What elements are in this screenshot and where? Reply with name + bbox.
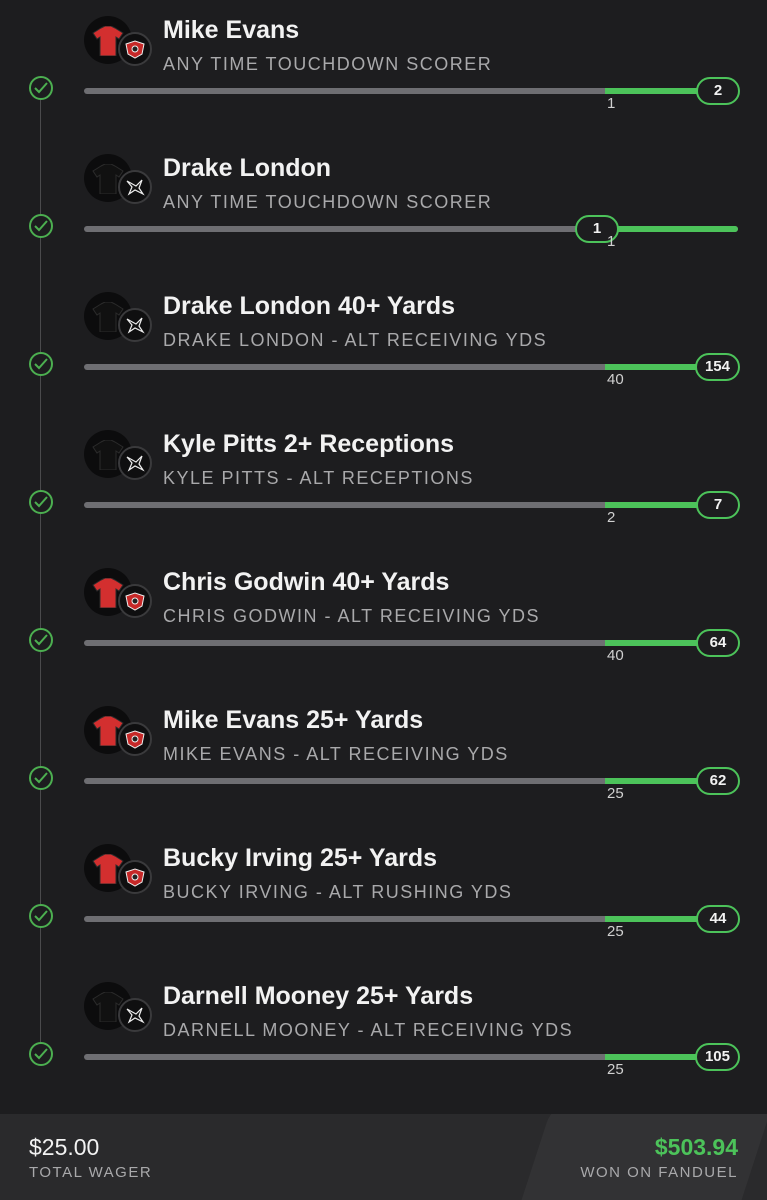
result-badge: 62: [696, 767, 740, 795]
check-icon: [29, 628, 53, 652]
leg-subtitle: ANY TIME TOUCHDOWN SCORER: [163, 54, 493, 74]
result-badge: 2: [696, 77, 740, 105]
leg-title: Kyle Pitts 2+ Receptions: [163, 430, 455, 458]
player-avatar: [84, 16, 154, 68]
player-avatar: [84, 568, 154, 620]
target-value: 2: [607, 509, 616, 526]
leg-subtitle: ANY TIME TOUCHDOWN SCORER: [163, 192, 493, 212]
result-badge: 1: [575, 215, 619, 243]
leg-title: Chris Godwin 40+ Yards: [163, 568, 450, 596]
leg-title: Bucky Irving 25+ Yards: [163, 844, 437, 872]
check-icon: [29, 490, 53, 514]
leg-subtitle: MIKE EVANS - ALT RECEIVING YDS: [163, 744, 509, 764]
progress-fill: [605, 502, 738, 508]
progress-track: 105: [84, 1043, 740, 1071]
leg-subtitle: CHRIS GODWIN - ALT RECEIVING YDS: [163, 606, 541, 626]
parlay-leg[interactable]: Darnell Mooney 25+ Yards DARNELL MOONEY …: [0, 980, 767, 1118]
timeline-line: [40, 76, 41, 1046]
check-icon: [29, 214, 53, 238]
parlay-leg[interactable]: Kyle Pitts 2+ Receptions KYLE PITTS - AL…: [0, 428, 767, 566]
progress-track: 154: [84, 353, 740, 381]
result-badge: 154: [694, 353, 740, 381]
progress-fill: [605, 916, 738, 922]
buccaneers-logo-icon: [118, 860, 152, 894]
progress-track: 7: [84, 491, 740, 519]
progress-fill: [605, 364, 738, 370]
parlay-leg[interactable]: Chris Godwin 40+ Yards CHRIS GODWIN - AL…: [0, 566, 767, 704]
leg-subtitle: DARNELL MOONEY - ALT RECEIVING YDS: [163, 1020, 574, 1040]
check-icon: [29, 352, 53, 376]
buccaneers-logo-icon: [118, 32, 152, 66]
player-avatar: [84, 430, 154, 482]
parlay-leg[interactable]: Drake London 40+ Yards DRAKE LONDON - AL…: [0, 290, 767, 428]
progress-fill: [605, 778, 738, 784]
won-amount: $503.94: [654, 1134, 738, 1160]
falcons-logo-icon: [118, 308, 152, 342]
falcons-logo-icon: [118, 446, 152, 480]
total-wager-label: TOTAL WAGER: [29, 1164, 153, 1181]
target-value: 25: [607, 1061, 624, 1078]
result-badge: 44: [696, 905, 740, 933]
player-avatar: [84, 706, 154, 758]
progress-fill: [605, 640, 738, 646]
check-icon: [29, 1042, 53, 1066]
target-value: 1: [607, 233, 616, 250]
result-badge: 105: [694, 1043, 740, 1071]
progress-track: 44: [84, 905, 740, 933]
progress-track: 1: [84, 215, 738, 243]
result-badge: 64: [696, 629, 740, 657]
won-label: WON ON FANDUEL: [580, 1164, 738, 1181]
wager-footer: $25.00 TOTAL WAGER $503.94 WON ON FANDUE…: [0, 1114, 767, 1200]
target-value: 25: [607, 785, 624, 802]
buccaneers-logo-icon: [118, 584, 152, 618]
progress-track: 64: [84, 629, 740, 657]
leg-title: Drake London 40+ Yards: [163, 292, 456, 320]
target-value: 25: [607, 923, 624, 940]
buccaneers-logo-icon: [118, 722, 152, 756]
progress-track: 2: [84, 77, 740, 105]
player-avatar: [84, 292, 154, 344]
check-icon: [29, 76, 53, 100]
leg-subtitle: BUCKY IRVING - ALT RUSHING YDS: [163, 882, 513, 902]
player-avatar: [84, 982, 154, 1034]
leg-title: Darnell Mooney 25+ Yards: [163, 982, 474, 1010]
target-value: 40: [607, 647, 624, 664]
leg-title: Mike Evans: [163, 16, 300, 44]
check-icon: [29, 904, 53, 928]
falcons-logo-icon: [118, 170, 152, 204]
player-avatar: [84, 844, 154, 896]
target-value: 40: [607, 371, 624, 388]
progress-fill: [605, 1054, 738, 1060]
progress-fill: [605, 88, 738, 94]
progress-fill: [595, 226, 738, 232]
player-avatar: [84, 154, 154, 206]
parlay-leg[interactable]: Bucky Irving 25+ Yards BUCKY IRVING - AL…: [0, 842, 767, 980]
progress-track: 62: [84, 767, 740, 795]
jersey-icon: [84, 292, 132, 340]
leg-subtitle: KYLE PITTS - ALT RECEPTIONS: [163, 468, 474, 488]
parlay-leg[interactable]: Drake London ANY TIME TOUCHDOWN SCORER 1…: [0, 152, 767, 290]
falcons-logo-icon: [118, 998, 152, 1032]
check-icon: [29, 766, 53, 790]
total-wager-amount: $25.00: [29, 1134, 100, 1160]
result-badge: 7: [696, 491, 740, 519]
parlay-leg[interactable]: Mike Evans 25+ Yards MIKE EVANS - ALT RE…: [0, 704, 767, 842]
target-value: 1: [607, 95, 616, 112]
leg-title: Drake London: [163, 154, 332, 182]
leg-subtitle: DRAKE LONDON - ALT RECEIVING YDS: [163, 330, 548, 350]
parlay-leg[interactable]: Mike Evans ANY TIME TOUCHDOWN SCORER 2 1: [0, 14, 767, 152]
leg-title: Mike Evans 25+ Yards: [163, 706, 424, 734]
